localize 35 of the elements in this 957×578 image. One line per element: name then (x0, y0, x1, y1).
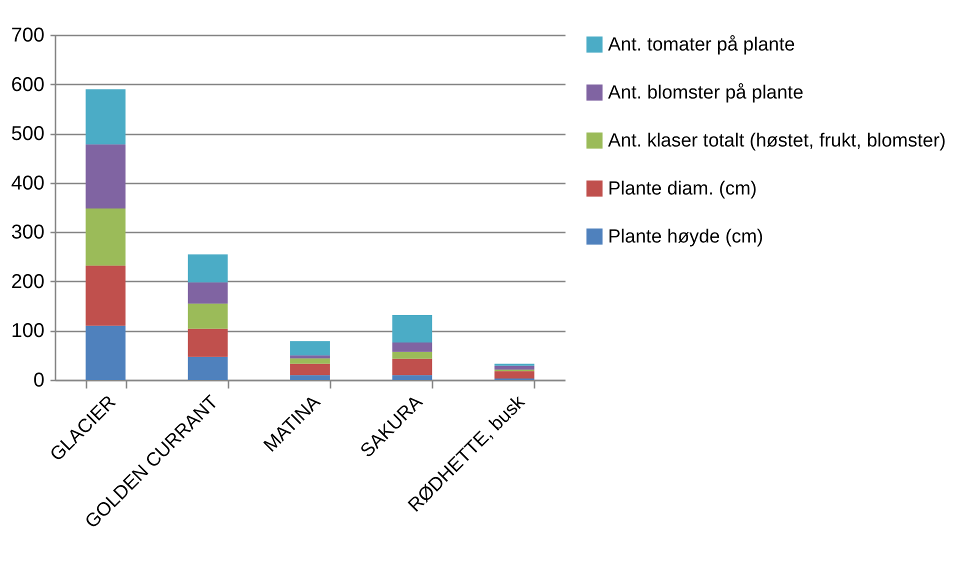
legend-label: Plante høyde (cm) (608, 226, 764, 248)
bar (290, 358, 330, 364)
bar (392, 314, 432, 343)
bar (392, 375, 432, 380)
bar (86, 326, 126, 380)
bar (392, 358, 432, 376)
y-tick-label: 500 (11, 123, 44, 146)
bar (86, 144, 126, 208)
bar (188, 328, 228, 357)
y-tick-label: 100 (11, 320, 44, 342)
bar (290, 341, 330, 356)
y-tick-label: 400 (11, 172, 44, 194)
bar (188, 304, 228, 329)
legend-label: Plante diam. (cm) (608, 178, 757, 200)
y-tick-label: 300 (11, 222, 44, 244)
bar (188, 282, 228, 304)
bar (494, 366, 534, 370)
y-tick-label: 600 (11, 74, 44, 96)
bar (86, 266, 126, 326)
bar (392, 342, 432, 352)
bar (290, 364, 330, 376)
bar (86, 89, 126, 144)
y-tick-label: 700 (11, 24, 44, 46)
bar (290, 355, 330, 358)
bar (290, 375, 330, 380)
bar (392, 352, 432, 359)
bar (494, 371, 534, 379)
legend-label: Ant. klaser totalt (høstet, frukt, blomster) (608, 130, 946, 152)
y-tick-label: 200 (11, 270, 44, 293)
y-tick-label: 0 (33, 370, 44, 392)
bar (86, 208, 126, 266)
legend-label: Ant. blomster på plante (608, 82, 804, 104)
bar (188, 356, 228, 380)
legend-label: Ant. tomater på plante (608, 34, 795, 56)
bar (188, 254, 228, 282)
